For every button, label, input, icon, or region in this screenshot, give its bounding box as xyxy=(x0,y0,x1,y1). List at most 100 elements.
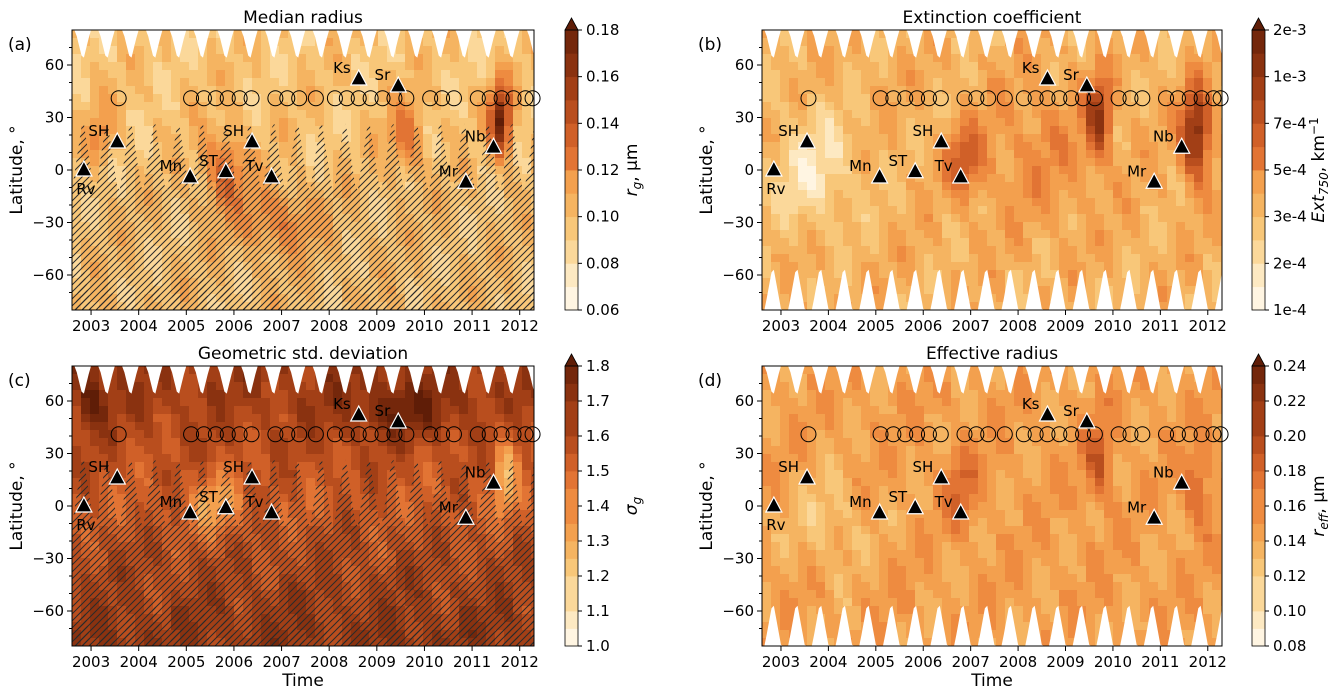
field-cell xyxy=(180,414,190,423)
field-cell xyxy=(780,254,790,263)
field-cell xyxy=(243,454,253,463)
field-cell xyxy=(234,438,244,447)
field-cell xyxy=(351,366,361,375)
field-cell xyxy=(870,270,880,279)
field-cell xyxy=(198,70,208,79)
field-cell xyxy=(978,94,988,103)
field-cell xyxy=(351,398,361,407)
field-cell xyxy=(189,126,199,135)
field-cell xyxy=(807,86,817,95)
field-cell xyxy=(279,174,289,183)
field-cell xyxy=(468,110,478,119)
field-cell xyxy=(1185,166,1195,175)
field-cell xyxy=(351,406,361,415)
field-cell xyxy=(495,78,505,87)
field-cell xyxy=(351,182,361,191)
field-cell xyxy=(1014,110,1024,119)
field-cell xyxy=(1059,166,1069,175)
field-cell xyxy=(1005,246,1015,255)
field-cell xyxy=(81,414,91,423)
field-cell xyxy=(969,246,979,255)
colorbar-segment xyxy=(565,286,578,311)
field-cell xyxy=(1212,46,1222,55)
field-cell xyxy=(441,102,451,111)
field-cell xyxy=(969,62,979,71)
field-cell xyxy=(342,110,352,119)
field-cell xyxy=(315,446,325,455)
field-cell xyxy=(1113,62,1123,71)
field-cell xyxy=(135,406,145,415)
field-cell xyxy=(1122,206,1132,215)
field-cell xyxy=(522,94,532,103)
field-cell xyxy=(1041,254,1051,263)
field-cell xyxy=(1122,166,1132,175)
field-cell xyxy=(486,70,496,79)
field-cell xyxy=(789,70,799,79)
field-cell xyxy=(171,398,181,407)
field-cell xyxy=(1167,262,1177,271)
field-cell xyxy=(1194,222,1204,231)
field-cell xyxy=(171,390,181,399)
field-cell xyxy=(72,118,82,127)
field-cell xyxy=(1140,118,1150,127)
field-cell xyxy=(513,118,523,127)
field-cell xyxy=(1185,134,1195,143)
field-cell xyxy=(261,78,271,87)
field-cell xyxy=(252,30,262,39)
field-cell xyxy=(297,446,307,455)
field-cell xyxy=(1113,166,1123,175)
field-cell xyxy=(513,62,523,71)
field-cell xyxy=(951,214,961,223)
field-cell xyxy=(834,126,844,135)
field-cell xyxy=(1140,54,1150,63)
field-cell xyxy=(1140,30,1150,39)
field-cell xyxy=(1203,110,1213,119)
field-cell xyxy=(789,126,799,135)
field-cell xyxy=(933,174,943,183)
field-cell xyxy=(495,54,505,63)
field-cell xyxy=(1050,198,1060,207)
field-cell xyxy=(1059,46,1069,55)
field-cell xyxy=(531,118,534,127)
field-cell xyxy=(117,70,127,79)
field-cell xyxy=(1023,54,1033,63)
field-cell xyxy=(297,94,307,103)
field-cell xyxy=(1176,158,1186,167)
field-cell xyxy=(1158,302,1168,310)
field-cell xyxy=(834,158,844,167)
field-cell xyxy=(816,118,826,127)
field-cell xyxy=(762,238,772,247)
field-cell xyxy=(432,62,442,71)
field-cell xyxy=(243,54,253,63)
eruption-label: Tv xyxy=(245,157,264,175)
field-cell xyxy=(1140,270,1150,279)
field-cell xyxy=(153,110,163,119)
field-cell xyxy=(234,398,244,407)
field-cell xyxy=(1185,150,1195,159)
field-cell xyxy=(99,438,109,447)
field-cell xyxy=(297,110,307,119)
field-cell xyxy=(1140,110,1150,119)
field-cell xyxy=(216,134,226,143)
field-cell xyxy=(450,62,460,71)
field-cell xyxy=(879,102,889,111)
field-cell xyxy=(762,286,772,295)
field-cell xyxy=(1113,270,1123,279)
field-cell xyxy=(1095,62,1105,71)
field-cell xyxy=(90,38,100,47)
field-cell xyxy=(816,134,826,143)
field-cell xyxy=(780,198,790,207)
field-cell xyxy=(423,150,433,159)
field-cell xyxy=(459,102,469,111)
field-cell xyxy=(162,150,172,159)
field-cell xyxy=(126,398,136,407)
field-cell xyxy=(1149,150,1159,159)
field-cell xyxy=(1113,286,1123,295)
field-cell xyxy=(378,110,388,119)
field-cell xyxy=(1104,174,1114,183)
field-cell xyxy=(1032,78,1042,87)
field-cell xyxy=(522,54,532,63)
field-cell xyxy=(906,126,916,135)
field-cell xyxy=(189,382,199,391)
field-cell xyxy=(90,118,100,127)
